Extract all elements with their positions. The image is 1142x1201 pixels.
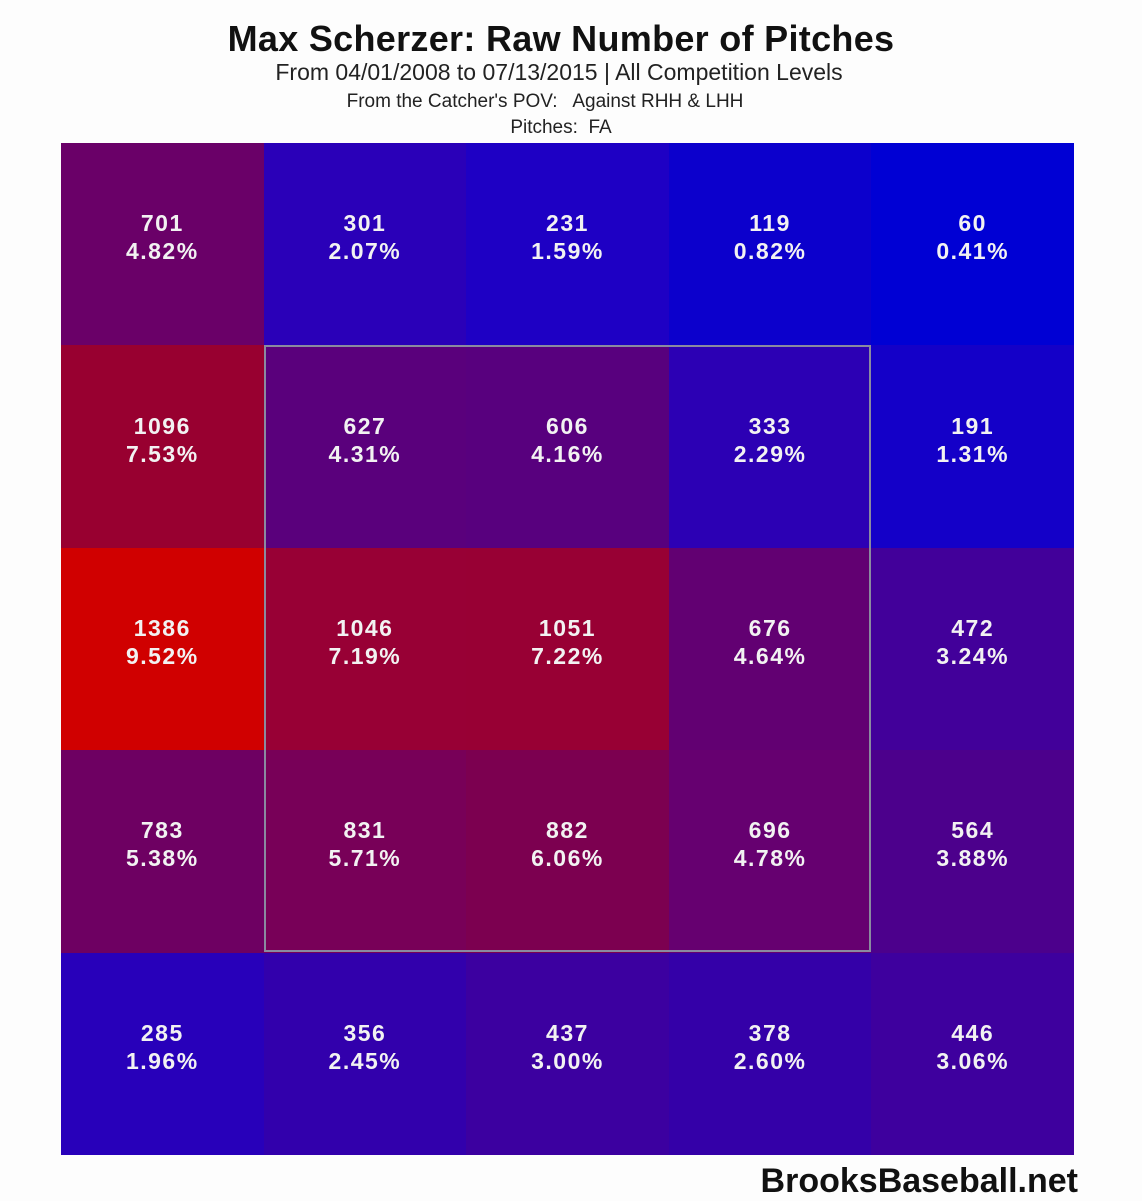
cell-percent: 4.82% (125, 238, 199, 265)
cell-count: 606 (546, 412, 589, 439)
heatmap-cell: 701 4.82% (61, 143, 264, 346)
heatmap-cell: 472 3.24% (871, 547, 1074, 751)
cell-count: 472 (951, 614, 995, 641)
heatmap-cell: 301 2.07% (263, 143, 467, 346)
heatmap-cell: 564 3.88% (871, 750, 1074, 953)
cell-percent: 9.52% (125, 642, 199, 669)
heatmap-cell: 1046 7.19% (263, 547, 467, 751)
cell-count: 333 (748, 412, 792, 439)
cell-percent: 4.31% (328, 440, 402, 467)
chart-subtitle: From 04/01/2008 to 07/13/2015 | All Comp… (275, 59, 843, 85)
heatmap-cell: 676 4.64% (668, 547, 872, 751)
heatmap-cell: 191 1.31% (871, 345, 1074, 548)
heatmap-cell: 333 2.29% (668, 345, 872, 548)
cell-percent: 4.16% (531, 440, 604, 467)
heatmap-cell: 119 0.82% (668, 143, 872, 346)
cell-count: 1096 (133, 412, 191, 439)
cell-percent: 0.82% (733, 238, 807, 265)
heatmap-cell: 882 6.06% (466, 750, 669, 953)
cell-percent: 1.31% (936, 440, 1010, 467)
cell-count: 701 (140, 210, 184, 237)
heatmap-cell: 1386 9.52% (61, 547, 264, 751)
cell-percent: 2.29% (733, 440, 807, 467)
pov-label: From the Catcher's POV: Against RHH & LH… (346, 91, 744, 112)
cell-count: 378 (748, 1019, 792, 1046)
cell-percent: 1.59% (531, 238, 604, 265)
cell-count: 1046 (336, 614, 394, 641)
cell-count: 696 (748, 817, 792, 844)
heatmap-cell: 783 5.38% (61, 750, 264, 953)
cell-percent: 7.53% (125, 440, 199, 467)
cell-percent: 5.71% (328, 845, 402, 872)
cell-percent: 3.24% (936, 642, 1010, 669)
cell-percent: 2.45% (328, 1047, 402, 1074)
cell-count: 231 (546, 210, 589, 237)
cell-percent: 0.41% (936, 238, 1010, 265)
cell-count: 356 (343, 1019, 387, 1046)
heatmap-cell: 696 4.78% (668, 750, 872, 953)
cell-count: 783 (140, 817, 184, 844)
cell-percent: 5.38% (125, 845, 199, 872)
cell-count: 882 (546, 817, 589, 844)
heatmap-cell: 627 4.31% (263, 345, 467, 548)
cell-count: 831 (343, 817, 387, 844)
cell-count: 446 (951, 1019, 995, 1046)
cell-percent: 7.19% (328, 642, 402, 669)
cell-count: 285 (140, 1019, 184, 1046)
cell-percent: 2.07% (328, 238, 402, 265)
cell-percent: 7.22% (531, 642, 604, 669)
cell-percent: 2.60% (733, 1047, 807, 1074)
cell-percent: 3.06% (936, 1047, 1010, 1074)
heatmap-cell: 1096 7.53% (61, 345, 264, 548)
heatmap-cell: 446 3.06% (871, 952, 1074, 1155)
cell-count: 191 (951, 412, 995, 439)
heatmap-cell: 606 4.16% (466, 345, 669, 548)
cell-count: 301 (343, 210, 387, 237)
cell-count: 119 (749, 210, 791, 237)
cell-count: 1051 (538, 614, 597, 641)
cell-percent: 6.06% (531, 845, 604, 872)
heatmap-cell: 60 0.41% (871, 143, 1074, 346)
cell-percent: 4.78% (733, 845, 807, 872)
cell-count: 676 (748, 614, 792, 641)
heatmap-cell: 1051 7.22% (466, 547, 669, 751)
cell-percent: 3.88% (936, 845, 1010, 872)
cell-count: 564 (951, 817, 995, 844)
cell-percent: 4.64% (733, 642, 807, 669)
cell-percent: 1.96% (125, 1047, 199, 1074)
chart-title: Max Scherzer: Raw Number of Pitches (227, 18, 895, 59)
heatmap-cell: 378 2.60% (668, 952, 872, 1155)
cell-count: 627 (343, 412, 387, 439)
heatmap-cell: 831 5.71% (263, 750, 467, 953)
heatmap-cell: 285 1.96% (61, 952, 264, 1155)
cell-percent: 3.00% (531, 1047, 604, 1074)
credit-watermark: BrooksBaseball.net (760, 1162, 1078, 1200)
heatmap-cell: 437 3.00% (466, 952, 669, 1155)
heatmap-grid: 701 4.82% 301 2.07% 231 1.59% 119 0.82% 60 0.41% 1… (61, 143, 1074, 1155)
pitch-type-label: Pitches: FA (510, 117, 612, 138)
cell-count: 437 (546, 1019, 589, 1046)
heatmap-cell: 231 1.59% (466, 143, 669, 346)
cell-count: 1386 (133, 614, 191, 641)
heatmap-cell: 356 2.45% (263, 952, 467, 1155)
cell-count: 60 (958, 210, 987, 237)
